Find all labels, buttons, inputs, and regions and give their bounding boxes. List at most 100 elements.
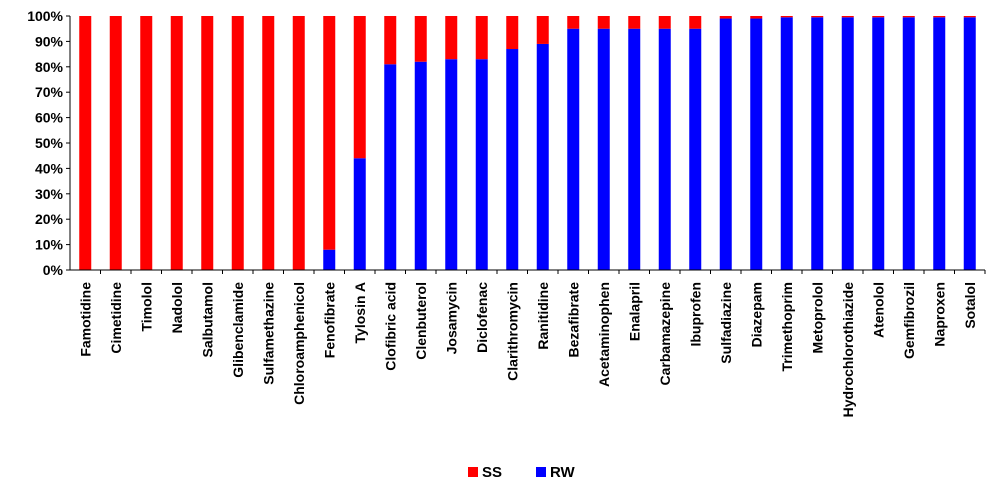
x-tick-label: Acetaminophen xyxy=(596,282,612,387)
bar-ss xyxy=(811,16,824,18)
bar-ss xyxy=(872,16,885,18)
bar-ss xyxy=(475,16,488,60)
bar-ss xyxy=(384,16,397,65)
x-tick-label: Josamycin xyxy=(443,282,459,354)
bar-ss xyxy=(231,16,244,270)
bar-rw xyxy=(658,28,671,271)
y-axis: 0% 10% 20% 30% 40% 50% 60% 70% 80% 90% 100% xyxy=(27,8,71,278)
bar-ss xyxy=(201,16,214,270)
x-tick-label: Ibuprofen xyxy=(687,282,703,347)
bars xyxy=(79,16,976,271)
bar-ss xyxy=(719,16,732,19)
x-tick-label: Hydrochlorothiazide xyxy=(840,282,856,418)
x-tick-label: Fenofibrate xyxy=(321,282,337,358)
x-tick-label: Ranitidine xyxy=(535,282,551,350)
y-tick-label: 10% xyxy=(35,237,64,253)
bar-ss xyxy=(780,16,793,18)
bar-ss xyxy=(353,16,366,159)
bar-rw xyxy=(353,158,366,270)
x-tick-label: Timolol xyxy=(138,282,154,332)
x-tick-label: Cimetidine xyxy=(108,282,124,354)
bar-ss xyxy=(140,16,153,270)
y-tick-label: 40% xyxy=(35,160,64,176)
legend: SS RW xyxy=(468,464,576,481)
bar-rw xyxy=(475,59,488,271)
x-tick-label: Enalapril xyxy=(626,282,642,341)
y-tick-label: 0% xyxy=(43,262,64,278)
x-tick-label: Nadolol xyxy=(169,282,185,333)
y-tick-label: 80% xyxy=(35,59,64,75)
x-tick-label: Sulfadiazine xyxy=(718,282,734,364)
bar-ss xyxy=(902,16,915,18)
x-tick-label: Sotalol xyxy=(962,282,978,329)
bar-ss xyxy=(963,16,976,18)
bar-ss xyxy=(658,16,671,29)
bar-rw xyxy=(536,43,549,270)
bar-rw xyxy=(414,61,427,270)
bar-ss xyxy=(750,16,763,19)
y-tick-label: 90% xyxy=(35,33,64,49)
x-tick-label: Chloroamphenicol xyxy=(291,282,307,405)
bar-ss xyxy=(323,16,336,250)
x-tick-label: Clarithromycin xyxy=(504,282,520,381)
bar-rw xyxy=(597,28,610,271)
bar-rw xyxy=(841,17,854,270)
x-tick-label: Trimethoprim xyxy=(779,282,795,371)
bar-rw xyxy=(384,64,397,270)
legend-swatch-ss xyxy=(468,467,478,477)
bar-rw xyxy=(445,59,458,271)
bar-rw xyxy=(750,18,763,271)
y-tick-label: 50% xyxy=(35,135,64,151)
bar-rw xyxy=(872,17,885,270)
x-tick-label: Clofibric acid xyxy=(382,282,398,371)
y-tick-label: 30% xyxy=(35,186,64,202)
x-tick-label: Diazepam xyxy=(748,282,764,347)
bar-ss xyxy=(567,16,580,29)
bar-rw xyxy=(567,28,580,271)
bar-rw xyxy=(628,28,641,271)
legend-label-ss: SS xyxy=(482,464,502,481)
bar-rw xyxy=(506,49,519,270)
bar-rw xyxy=(963,17,976,270)
x-tick-label: Famotidine xyxy=(77,282,93,357)
legend-swatch-rw xyxy=(536,467,546,477)
bar-ss xyxy=(79,16,92,270)
legend-label-rw: RW xyxy=(550,464,576,481)
y-tick-label: 60% xyxy=(35,110,64,126)
bar-ss xyxy=(841,16,854,18)
bar-ss xyxy=(536,16,549,44)
x-tick-label: Glibenclamide xyxy=(230,282,246,378)
bar-ss xyxy=(170,16,183,270)
bar-ss xyxy=(414,16,427,62)
bar-ss xyxy=(597,16,610,29)
bar-rw xyxy=(902,17,915,270)
x-tick-label: Carbamazepine xyxy=(657,282,673,386)
x-tick-label: Atenolol xyxy=(870,282,886,338)
x-tick-label: Sulfamethazine xyxy=(260,282,276,385)
bar-rw xyxy=(811,17,824,270)
y-tick-label: 20% xyxy=(35,211,64,227)
bar-rw xyxy=(719,18,732,271)
bar-rw xyxy=(933,17,946,270)
bar-ss xyxy=(933,16,946,18)
bar-ss xyxy=(109,16,122,270)
x-tick-label: Tylosin A xyxy=(352,282,368,343)
bar-ss xyxy=(262,16,275,270)
x-tick-label: Bezafibrate xyxy=(565,282,581,358)
bar-ss xyxy=(506,16,519,50)
bar-ss xyxy=(689,16,702,29)
bar-rw xyxy=(323,249,336,270)
bar-ss xyxy=(628,16,641,29)
y-tick-label: 70% xyxy=(35,84,64,100)
x-tick-label: Gemfibrozil xyxy=(901,282,917,359)
x-tick-label: Diclofenac xyxy=(474,282,490,353)
bar-rw xyxy=(689,28,702,271)
y-tick-label: 100% xyxy=(27,8,63,24)
x-tick-label: Metoprolol xyxy=(809,282,825,354)
bar-rw xyxy=(780,17,793,270)
x-axis: Famotidine Cimetidine Timolol Nadolol Salbut… xyxy=(70,269,986,418)
x-tick-label: Salbutamol xyxy=(199,282,215,357)
x-tick-label: Naproxen xyxy=(931,282,947,347)
